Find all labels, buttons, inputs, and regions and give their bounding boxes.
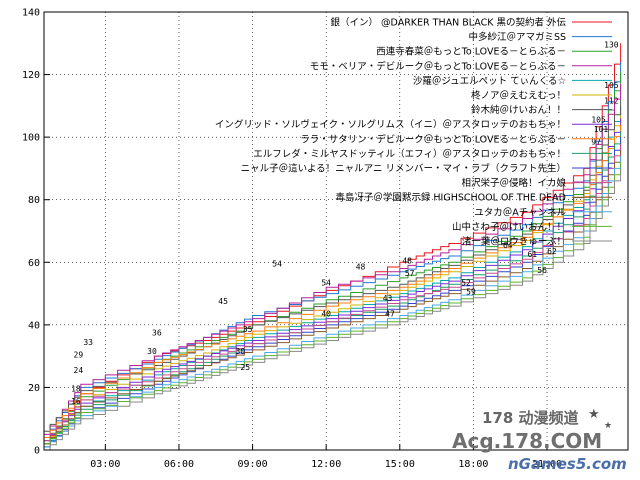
value-label: 47	[385, 310, 395, 319]
value-label: 61	[527, 250, 537, 259]
value-label: 56	[537, 266, 547, 275]
y-tick-label: 0	[34, 446, 40, 457]
series-line	[44, 84, 622, 435]
value-label: 62	[547, 247, 557, 256]
y-tick-label: 20	[28, 383, 40, 394]
watermark-line1: 178 动漫频道	[482, 409, 579, 427]
star-icon: ★	[588, 407, 600, 422]
x-tick-label: 06:00	[164, 459, 194, 470]
value-label: 30	[147, 347, 157, 356]
value-label: 30	[235, 347, 245, 356]
series-line	[44, 162, 622, 445]
x-tick-label: 03:00	[90, 459, 120, 470]
watermark-line3: nGames5.com	[508, 455, 627, 473]
value-label: 29	[74, 350, 84, 359]
value-label: 54	[272, 260, 282, 269]
value-label: 36	[152, 328, 162, 337]
x-tick-label: 12:00	[311, 459, 341, 470]
value-label: 105	[591, 116, 606, 125]
series-end-label: 105	[604, 81, 619, 90]
series-line	[44, 118, 622, 442]
value-label: 64	[503, 241, 513, 250]
value-label: 35	[243, 325, 253, 334]
value-label: 97	[591, 138, 601, 147]
value-label: 33	[83, 338, 93, 347]
x-tick-label: 15:00	[385, 459, 415, 470]
legend-label: イングリッド・ソルヴェイク・ソルグリムス（イニ）＠アスタロッテのおもちゃ！	[215, 119, 566, 131]
x-tick-label: 21:00	[532, 459, 562, 470]
y-axis-ticks: 0 20 40 60 80 100 120 140	[22, 8, 50, 457]
y-tick-label: 120	[22, 70, 40, 81]
series-lines	[44, 43, 622, 451]
series-end-label: 112	[604, 97, 619, 106]
legend-label: 毒島冴子＠学園黙示録 HIGHSCHOOL OF THE DEAD	[335, 192, 566, 204]
value-label: 48	[402, 256, 412, 265]
x-tick-label: 09:00	[238, 459, 268, 470]
legend-label: ニャル子＠這いよる！ニャルアニ リメンバー・マイ・ラブ（クラフト先生）	[241, 163, 566, 175]
value-label: 18	[71, 385, 81, 394]
series-end-label: 130	[604, 40, 619, 49]
value-label: 59	[466, 288, 476, 297]
star-icon: ★	[604, 421, 612, 431]
legend-label: 山中さわ子＠けいおん！！	[452, 221, 566, 233]
y-tick-label: 80	[28, 195, 40, 206]
watermark-line2: Acg.178.COM	[452, 429, 602, 453]
value-label: 43	[383, 294, 393, 303]
legend-label: 柊ノア＠えむえむっ！	[471, 90, 566, 102]
series-line	[44, 149, 622, 445]
value-label: 24	[74, 366, 84, 375]
value-label: 54	[321, 278, 331, 287]
value-label: 48	[356, 263, 366, 272]
legend-label: 中多紗江＠アマガミSS	[468, 31, 566, 43]
series-line	[44, 155, 622, 448]
legend-label: モモ・ベリア・デビルーク＠もっとTo LOVEる－とらぶる－	[310, 60, 566, 72]
watermark: 178 动漫频道 Acg.178.COM nGames5.com ★ ★	[452, 407, 627, 473]
value-label: 16	[71, 397, 81, 406]
legend-label: 西連寺春菜＠もっとTo LOVEる－とらぶる－	[376, 46, 566, 58]
plot-frame	[43, 11, 629, 451]
value-label: 25	[240, 363, 250, 372]
legend-label: 渚一葉＠ロウきゅーぶ！	[462, 236, 566, 248]
legend-label: ララ・サタリン・デビルーク＠もっとTo LOVEる－とらぶる－	[300, 133, 566, 145]
series-line	[44, 168, 622, 451]
legend-label: 鈴木純＠けいおん！！	[471, 104, 566, 116]
y-tick-label: 140	[22, 8, 40, 19]
value-label: 52	[461, 278, 471, 287]
x-tick-label: 18:00	[458, 459, 488, 470]
value-label: 40	[321, 310, 331, 319]
y-tick-label: 40	[28, 320, 40, 331]
legend: 銀（イン） @DARKER THAN BLACK 黒の契約者 外伝中多紗江＠アマ…	[215, 17, 612, 248]
series-line	[44, 143, 622, 442]
y-tick-label: 60	[28, 258, 40, 269]
legend-label: 銀（イン） @DARKER THAN BLACK 黒の契約者 外伝	[331, 17, 567, 29]
value-label: 101	[594, 125, 609, 134]
y-tick-label: 100	[22, 133, 40, 144]
legend-label: ユタカ＠Aチャンネル	[474, 207, 566, 218]
value-label: 57	[405, 269, 415, 278]
legend-label: 相沢栄子＠侵略！イカ娘	[461, 177, 566, 189]
x-axis-ticks: 03:00 06:00 09:00 12:00 15:00 18:00 21:00	[90, 444, 562, 470]
value-label: 45	[218, 297, 228, 306]
series-line	[44, 124, 622, 438]
legend-label: 沙羅＠ジュエルペット てぃんくる☆	[413, 76, 566, 87]
legend-label: エルフレダ・ミルヤスドッティル（エフィ）＠アスタロッテのおもちゃ！	[253, 148, 566, 160]
